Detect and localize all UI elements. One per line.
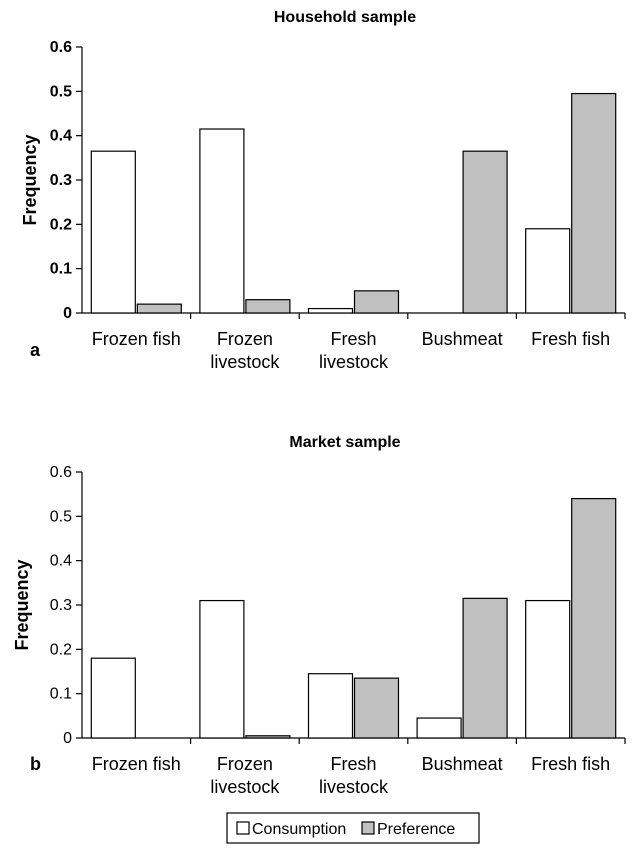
bar-preference <box>571 498 617 739</box>
y-tick-label: 0.6 <box>50 39 72 56</box>
y-axis-label: Frequency <box>12 559 32 650</box>
y-tick-label: 0 <box>63 305 72 322</box>
bar-preference <box>353 677 400 739</box>
chart-title: Market sample <box>289 434 400 451</box>
y-tick-label: 0.6 <box>50 464 72 481</box>
bar-preference <box>245 735 291 739</box>
y-tick-label: 0.1 <box>50 261 72 278</box>
panel-label: b <box>30 754 41 774</box>
x-tick-label: Fresh livestock <box>319 754 389 797</box>
bar-consumption <box>525 228 571 314</box>
y-tick-label: 0.3 <box>50 597 72 614</box>
x-tick-label: Fresh fish <box>531 329 610 349</box>
bar-consumption <box>416 717 462 739</box>
bar-consumption <box>307 673 354 739</box>
bar-preference <box>136 303 182 314</box>
y-tick-label: 0.5 <box>50 83 72 100</box>
bar-consumption <box>307 307 354 314</box>
legend-label-preference: Preference <box>377 821 455 838</box>
y-tick-label: 0.2 <box>50 216 72 233</box>
bar-preference <box>245 299 291 314</box>
x-tick-label: Bushmeat <box>422 329 503 349</box>
x-tick-label: Frozen livestock <box>210 329 280 372</box>
legend: Consumption Preference <box>226 812 480 844</box>
panel-label: a <box>30 340 41 360</box>
bar-consumption <box>199 599 245 739</box>
y-tick-label: 0.5 <box>50 508 72 525</box>
y-axis-label: Frequency <box>20 134 40 225</box>
y-tick-label: 0 <box>63 730 72 747</box>
bar-preference <box>571 92 617 314</box>
y-tick-label: 0.4 <box>50 553 72 570</box>
y-tick-label: 0.2 <box>50 641 72 658</box>
bar-preference <box>353 290 400 314</box>
legend-label-consumption: Consumption <box>252 821 346 838</box>
x-tick-label: Fresh livestock <box>319 329 389 372</box>
bar-consumption <box>90 657 136 739</box>
x-tick-label: Frozen fish <box>92 329 181 349</box>
bar-consumption <box>199 128 245 314</box>
bar-preference <box>462 150 508 314</box>
chart-market-sample: Market sample Frequency 0 0.1 0.2 0.3 0.4 0.5 0.… <box>12 434 626 797</box>
y-tick-label: 0.1 <box>50 686 72 703</box>
legend-swatch-preference <box>361 821 375 835</box>
x-tick-label: Frozen livestock <box>210 754 280 797</box>
y-tick-label: 0.3 <box>50 172 72 189</box>
bar-consumption <box>90 150 136 314</box>
x-tick-label: Bushmeat <box>422 754 503 774</box>
x-tick-label: Frozen fish <box>92 754 181 774</box>
legend-box <box>226 812 480 844</box>
bar-preference <box>462 597 508 739</box>
bar-consumption <box>525 599 571 739</box>
y-tick-label: 0.4 <box>50 128 72 145</box>
legend-swatch-consumption <box>236 821 250 835</box>
chart-household-sample: Household sample Frequency 0 0.1 0.2 0.3 0.4 0.… <box>20 9 626 372</box>
chart-title: Household sample <box>274 9 416 26</box>
x-tick-label: Fresh fish <box>531 754 610 774</box>
